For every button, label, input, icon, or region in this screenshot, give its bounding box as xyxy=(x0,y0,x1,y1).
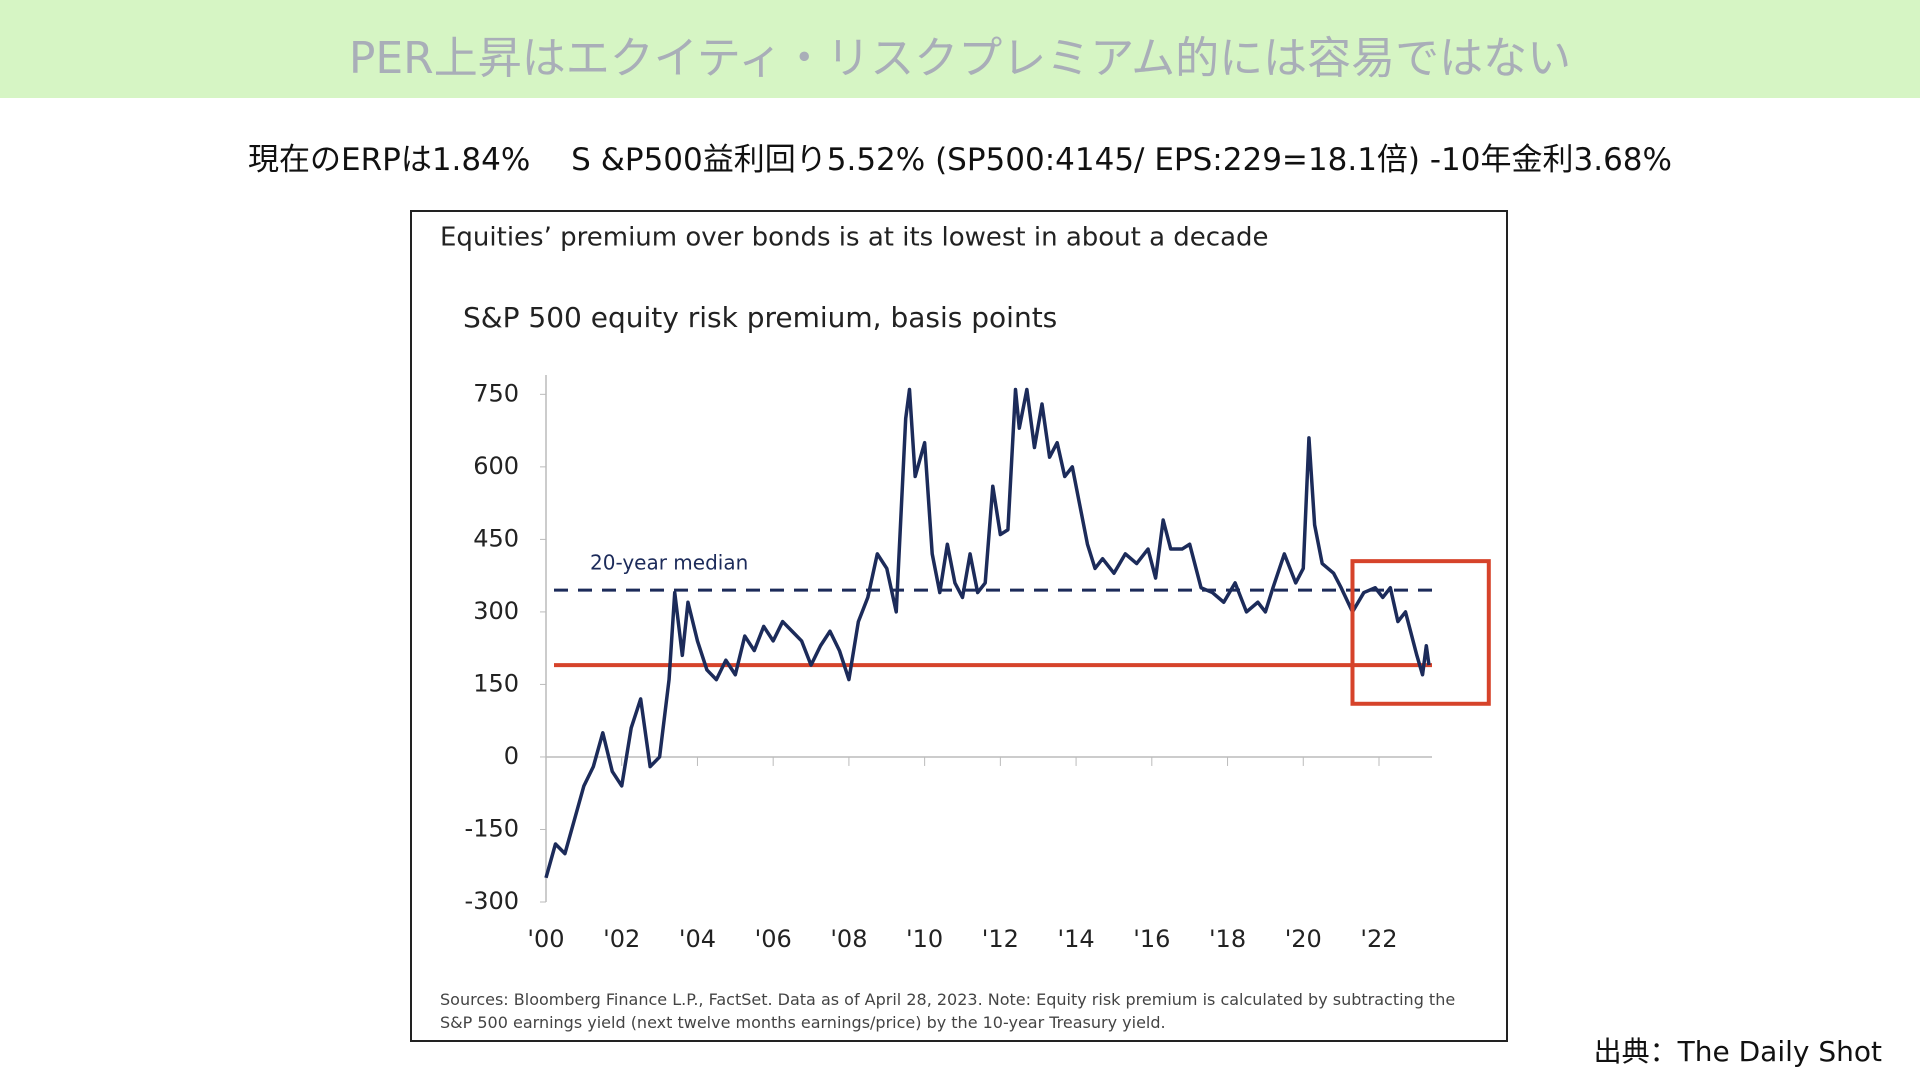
slide-subtitle: 現在のERPは1.84% S &P500益利回り5.52% (SP500:414… xyxy=(248,142,1672,178)
y-tick-label: 150 xyxy=(473,669,519,697)
highlight-box xyxy=(1350,559,1491,706)
y-tick-label: 750 xyxy=(473,379,519,407)
x-tick-label: '14 xyxy=(1058,925,1095,953)
y-tick-label: 0 xyxy=(504,742,519,770)
x-tick-label: '08 xyxy=(830,925,867,953)
x-tick-label: '02 xyxy=(603,925,640,953)
chart-note: Sources: Bloomberg Finance L.P., FactSet… xyxy=(440,990,1456,1032)
chart-title: Equities’ premium over bonds is at its l… xyxy=(440,223,1269,253)
y-tick-label: 450 xyxy=(473,524,519,552)
y-tick-label: 600 xyxy=(473,452,519,480)
slide-title: PER上昇はエクイティ・リスクプレミアム的には容易ではない xyxy=(348,33,1572,84)
x-tick-label: '18 xyxy=(1209,925,1246,953)
series-line xyxy=(544,387,1431,879)
header-band xyxy=(0,0,1920,98)
x-tick-label: '10 xyxy=(906,925,943,953)
chart-frame xyxy=(410,210,1508,1042)
chart-subtitle: S&P 500 equity risk premium, basis point… xyxy=(463,301,1057,334)
x-tick-label: '12 xyxy=(982,925,1019,953)
x-tick-label: '20 xyxy=(1285,925,1322,953)
y-tick-label: 300 xyxy=(473,597,519,625)
x-tick-label: '00 xyxy=(527,925,564,953)
y-tick-label: -300 xyxy=(465,887,519,915)
x-tick-label: '04 xyxy=(679,925,716,953)
x-tick-label: '22 xyxy=(1360,925,1397,953)
source: 出典：The Daily Shot xyxy=(1593,1035,1882,1068)
x-tick-label: '16 xyxy=(1133,925,1170,953)
y-tick-label: -150 xyxy=(465,814,519,842)
reference-label: 20-year median xyxy=(590,551,748,575)
x-tick-label: '06 xyxy=(755,925,792,953)
